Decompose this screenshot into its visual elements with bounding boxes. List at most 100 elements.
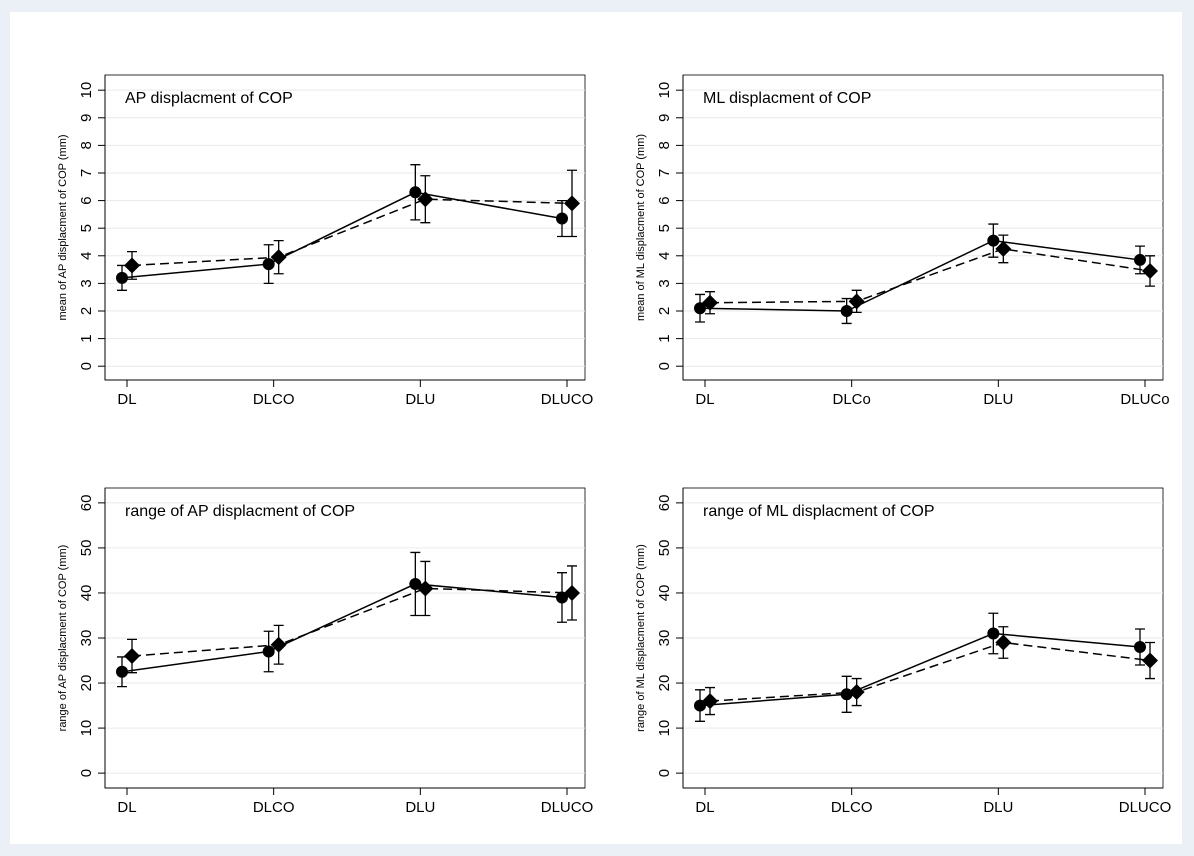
x-tick-label: DLCo — [832, 391, 870, 408]
x-tick-label: DLU — [983, 799, 1013, 816]
series-line — [121, 191, 563, 279]
marker — [995, 634, 1012, 651]
y-tick-label: 7 — [78, 169, 95, 177]
x-tick-label: DL — [117, 391, 136, 408]
marker — [262, 258, 275, 271]
y-tick-label: 2 — [78, 307, 95, 315]
marker — [1134, 641, 1146, 654]
marker — [556, 591, 568, 604]
y-tick-label: 3 — [656, 279, 673, 287]
marker — [702, 294, 718, 311]
marker — [840, 304, 853, 317]
y-tick-label: 4 — [78, 252, 95, 260]
y-tick-label: 20 — [656, 675, 673, 692]
y-tick-label: 10 — [656, 82, 673, 99]
y-tick-label: 3 — [78, 279, 95, 287]
marker — [694, 699, 706, 712]
y-tick-label: 30 — [656, 630, 673, 647]
marker — [987, 627, 1000, 640]
y-tick-label: 30 — [78, 630, 95, 647]
y-tick-label: 50 — [78, 540, 95, 557]
x-tick-label: DL — [695, 799, 714, 816]
x-tick-label: DLUCO — [541, 799, 594, 816]
marker — [409, 577, 422, 590]
series-line — [131, 587, 573, 657]
marker — [116, 271, 128, 284]
y-tick-label: 6 — [78, 196, 95, 204]
y-tick-label: 1 — [78, 334, 95, 342]
marker — [270, 636, 287, 653]
y-tick-label: 60 — [78, 495, 95, 512]
series-line — [131, 198, 573, 267]
marker — [262, 645, 275, 658]
series-line — [699, 632, 1141, 707]
marker — [694, 302, 706, 315]
x-tick-label: DL — [117, 799, 136, 816]
marker — [1134, 253, 1146, 266]
y-tick-label: 60 — [656, 495, 673, 512]
marker — [116, 665, 128, 678]
x-tick-label: DLUCo — [1120, 391, 1169, 408]
y-tick-label: 10 — [78, 720, 95, 737]
plot-title: AP displacment of COP — [125, 90, 293, 107]
series-line — [709, 248, 1151, 304]
marker — [409, 186, 422, 199]
y-tick-label: 5 — [78, 224, 95, 232]
marker — [564, 584, 580, 601]
marker — [564, 195, 580, 212]
y-tick-label: 0 — [78, 362, 95, 370]
plot-title: range of AP displacment of COP — [125, 503, 355, 520]
y-tick-label: 10 — [656, 720, 673, 737]
marker — [417, 580, 434, 597]
y-tick-label: 0 — [656, 769, 673, 777]
x-tick-label: DLUCO — [541, 391, 594, 408]
marker — [848, 684, 865, 701]
x-tick-label: DLU — [405, 391, 435, 408]
marker — [124, 257, 140, 274]
y-tick-label: 40 — [78, 585, 95, 602]
y-tick-label: 7 — [656, 169, 673, 177]
y-tick-label: 8 — [78, 141, 95, 149]
marker — [987, 234, 1000, 247]
x-tick-label: DLCO — [253, 391, 295, 408]
y-tick-label: 4 — [656, 252, 673, 260]
marker — [848, 293, 865, 310]
x-tick-label: DLU — [983, 391, 1013, 408]
marker — [1142, 262, 1158, 279]
plot-region — [682, 74, 1164, 381]
y-tick-label: 0 — [78, 769, 95, 777]
series-line — [699, 239, 1141, 312]
x-tick-label: DL — [695, 391, 714, 408]
y-tick-label: 50 — [656, 540, 673, 557]
plot-title: range of ML displacment of COP — [703, 503, 935, 520]
x-tick-label: DLU — [405, 799, 435, 816]
y-tick-label: 10 — [78, 82, 95, 99]
marker — [124, 648, 140, 665]
x-tick-label: DLCO — [253, 799, 295, 816]
marker — [995, 240, 1012, 257]
series-line — [709, 641, 1151, 702]
y-tick-label: 0 — [656, 362, 673, 370]
y-tick-label: 9 — [78, 114, 95, 122]
y-tick-label: 20 — [78, 675, 95, 692]
marker — [702, 693, 718, 710]
y-axis-label: range of AP displacment of COP (mm) — [57, 545, 69, 732]
y-tick-label: 8 — [656, 141, 673, 149]
marker — [1142, 652, 1158, 669]
marker — [270, 249, 287, 266]
y-axis-label: mean of AP displacment of COP (mm) — [57, 134, 69, 320]
y-tick-label: 5 — [656, 224, 673, 232]
y-tick-label: 40 — [656, 585, 673, 602]
y-tick-label: 1 — [656, 334, 673, 342]
x-tick-label: DLUCO — [1119, 799, 1172, 816]
plot-title: ML displacment of COP — [703, 90, 871, 107]
y-tick-label: 9 — [656, 114, 673, 122]
y-tick-label: 6 — [656, 196, 673, 204]
marker — [417, 191, 434, 208]
y-axis-label: range of ML displacment of COP (mm) — [635, 544, 647, 732]
x-tick-label: DLCO — [831, 799, 873, 816]
y-tick-label: 2 — [656, 307, 673, 315]
marker — [556, 212, 568, 225]
y-axis-label: mean of ML displacment of COP (mm) — [635, 134, 647, 321]
